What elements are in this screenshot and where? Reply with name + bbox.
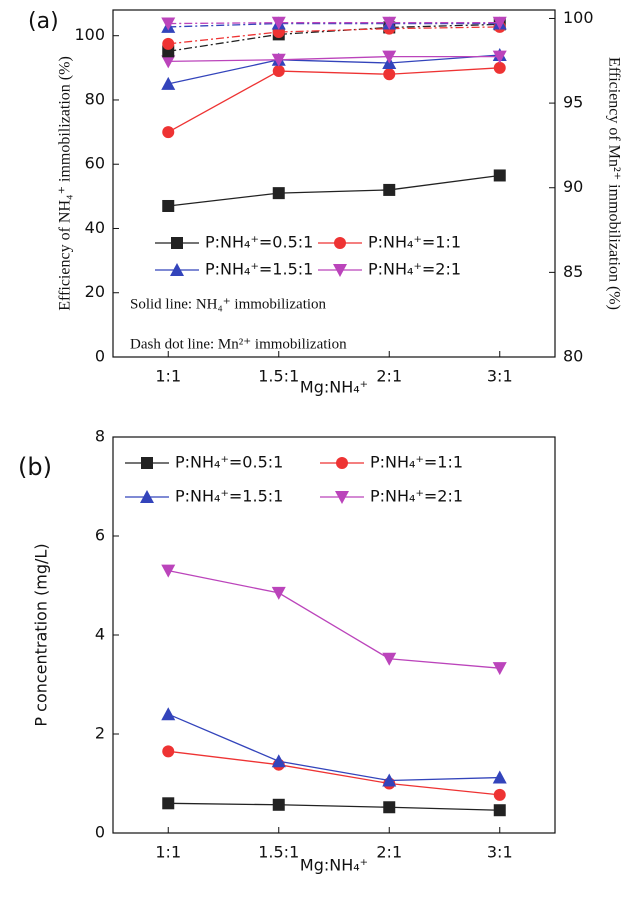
legend-marker xyxy=(333,264,347,277)
x-tick-label: 1:1 xyxy=(155,367,181,386)
data-point xyxy=(493,804,506,817)
data-point xyxy=(382,16,397,30)
series-line xyxy=(168,55,500,63)
series-line xyxy=(168,54,500,85)
x-axis-title: Mg:NH₄⁺ xyxy=(300,378,368,397)
legend-marker xyxy=(335,491,349,504)
legend-label: P:NH₄⁺=0.5:1 xyxy=(205,233,313,252)
data-point xyxy=(493,61,506,74)
data-point xyxy=(162,745,175,758)
y2-tick-label: 85 xyxy=(563,262,583,281)
y2-tick-label: 90 xyxy=(563,177,583,196)
y2-axis-title: Efficiency of Mn²⁺ immobilization (%) xyxy=(605,57,622,310)
legend-marker xyxy=(334,237,346,249)
legend-label: P:NH₄⁺=1.5:1 xyxy=(175,487,283,506)
x-tick-label: 1.5:1 xyxy=(258,367,299,386)
y-tick-label: 40 xyxy=(85,218,105,237)
legend-label: P:NH₄⁺=2:1 xyxy=(368,260,461,279)
legend-label: P:NH₄⁺=1:1 xyxy=(368,233,461,252)
panel-label: (a) xyxy=(28,9,59,34)
annotation: Solid line: NH₄⁺ immobilization xyxy=(130,296,327,312)
y-tick-label: 0 xyxy=(95,823,105,842)
data-point xyxy=(161,17,176,31)
data-point xyxy=(162,126,175,139)
y-tick-label: 2 xyxy=(95,724,105,743)
data-point xyxy=(383,68,396,81)
panel-label: (b) xyxy=(18,453,52,481)
y-tick-label: 100 xyxy=(74,25,105,44)
data-point xyxy=(271,16,286,30)
legend-marker xyxy=(140,490,154,503)
data-point xyxy=(271,586,286,600)
series-line xyxy=(167,713,500,782)
y-axis-title: Efficiency of NH₄⁺ immobilization (%) xyxy=(57,56,74,311)
data-point xyxy=(272,187,285,200)
legend-label: P:NH₄⁺=0.5:1 xyxy=(175,453,283,472)
y-tick-label: 0 xyxy=(95,347,105,366)
data-point xyxy=(272,798,285,811)
data-point xyxy=(161,55,176,69)
data-point xyxy=(272,65,285,78)
series-line xyxy=(168,26,500,45)
y2-tick-label: 100 xyxy=(563,8,594,27)
x-tick-label: 1:1 xyxy=(155,843,181,862)
legend-marker xyxy=(336,457,348,469)
x-tick-label: 3:1 xyxy=(487,843,513,862)
y2-tick-label: 80 xyxy=(563,347,583,366)
series-line xyxy=(168,802,500,811)
series-line xyxy=(168,22,500,25)
data-point xyxy=(271,53,286,67)
legend-marker xyxy=(170,263,184,276)
data-point xyxy=(383,801,396,814)
legend-label: P:NH₄⁺=1:1 xyxy=(370,453,463,472)
y-tick-label: 20 xyxy=(85,282,105,301)
legend-label: P:NH₄⁺=1.5:1 xyxy=(205,260,313,279)
y2-tick-label: 95 xyxy=(563,93,583,112)
data-point xyxy=(161,707,176,721)
data-point xyxy=(162,199,175,212)
x-tick-label: 2:1 xyxy=(376,367,402,386)
x-axis-title: Mg:NH₄⁺ xyxy=(300,856,368,875)
legend-marker xyxy=(141,457,153,469)
data-point xyxy=(382,652,397,666)
x-tick-label: 3:1 xyxy=(487,367,513,386)
data-point xyxy=(492,662,507,676)
data-point xyxy=(382,50,397,64)
y-tick-label: 8 xyxy=(95,427,105,446)
data-point xyxy=(493,169,506,182)
series-line xyxy=(168,570,500,669)
series-line xyxy=(168,22,500,28)
legend-label: P:NH₄⁺=2:1 xyxy=(370,487,463,506)
data-point xyxy=(493,788,506,801)
data-point xyxy=(161,76,176,90)
x-tick-label: 1.5:1 xyxy=(258,843,299,862)
series-line xyxy=(167,67,500,133)
legend-marker xyxy=(171,237,183,249)
series-line xyxy=(168,23,500,52)
data-point xyxy=(382,773,397,787)
series-line xyxy=(168,174,500,207)
y-tick-label: 4 xyxy=(95,625,105,644)
data-point xyxy=(492,770,507,784)
data-point xyxy=(492,50,507,64)
data-point xyxy=(383,183,396,196)
data-point xyxy=(271,754,286,768)
y-tick-label: 80 xyxy=(85,89,105,108)
y-axis-title: P concentration (mg/L) xyxy=(32,543,51,726)
y-tick-label: 6 xyxy=(95,526,105,545)
data-point xyxy=(162,37,175,50)
annotation: Dash dot line: Mn²⁺ immobilization xyxy=(130,336,347,352)
data-point xyxy=(161,564,176,578)
y-tick-label: 60 xyxy=(85,154,105,173)
x-tick-label: 2:1 xyxy=(376,843,402,862)
data-point xyxy=(492,16,507,30)
series-line xyxy=(168,750,500,796)
data-point xyxy=(162,797,175,810)
plot-frame xyxy=(112,9,556,358)
